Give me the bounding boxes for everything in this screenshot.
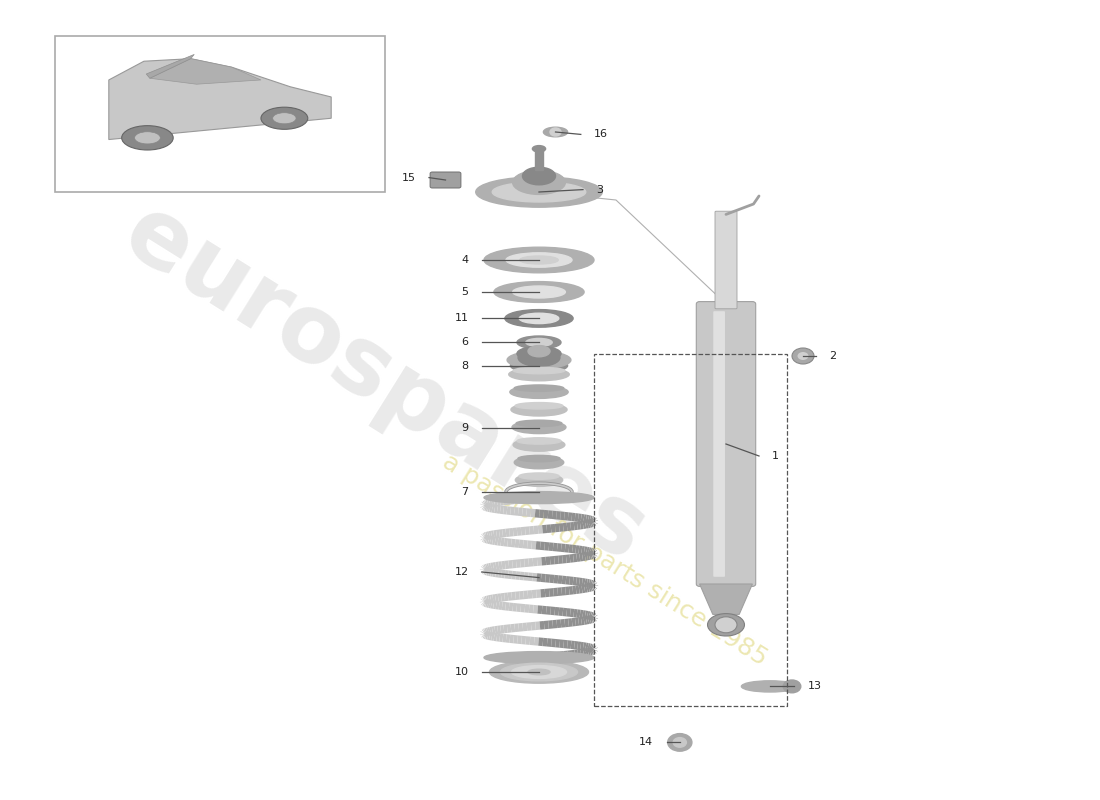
Ellipse shape xyxy=(526,338,552,346)
Text: 5: 5 xyxy=(462,287,469,297)
Text: 8: 8 xyxy=(462,361,469,370)
Ellipse shape xyxy=(522,167,556,185)
Ellipse shape xyxy=(515,402,563,409)
Ellipse shape xyxy=(514,385,564,391)
Text: 13: 13 xyxy=(807,682,822,691)
Ellipse shape xyxy=(510,358,568,373)
Ellipse shape xyxy=(741,681,799,692)
Bar xyxy=(594,354,786,706)
Ellipse shape xyxy=(507,351,571,369)
Text: 10: 10 xyxy=(454,667,469,677)
Ellipse shape xyxy=(273,113,296,124)
Text: 1: 1 xyxy=(772,451,779,461)
Ellipse shape xyxy=(509,386,568,398)
Ellipse shape xyxy=(512,421,566,434)
Ellipse shape xyxy=(543,127,568,137)
Ellipse shape xyxy=(505,310,573,327)
FancyBboxPatch shape xyxy=(696,302,756,586)
Ellipse shape xyxy=(528,346,550,357)
Text: 15: 15 xyxy=(402,173,416,182)
Text: 3: 3 xyxy=(596,185,603,194)
Ellipse shape xyxy=(510,403,568,416)
Ellipse shape xyxy=(484,651,594,664)
FancyBboxPatch shape xyxy=(430,172,461,188)
Text: 6: 6 xyxy=(462,338,469,347)
Ellipse shape xyxy=(517,438,561,444)
Circle shape xyxy=(550,128,561,136)
Ellipse shape xyxy=(528,669,550,675)
Polygon shape xyxy=(109,58,331,139)
Text: 12: 12 xyxy=(454,567,469,577)
Ellipse shape xyxy=(506,253,572,267)
Ellipse shape xyxy=(519,473,559,479)
Text: eurospares: eurospares xyxy=(108,186,662,582)
Ellipse shape xyxy=(519,314,559,323)
Polygon shape xyxy=(700,584,752,614)
Ellipse shape xyxy=(518,455,560,462)
Ellipse shape xyxy=(515,456,563,469)
Text: 9: 9 xyxy=(462,423,469,433)
Ellipse shape xyxy=(783,680,801,693)
Ellipse shape xyxy=(519,256,558,264)
Bar xyxy=(55,36,385,192)
Ellipse shape xyxy=(516,420,562,426)
Polygon shape xyxy=(150,58,261,84)
Ellipse shape xyxy=(484,247,594,273)
Circle shape xyxy=(792,348,814,364)
Ellipse shape xyxy=(513,286,565,298)
Text: 11: 11 xyxy=(454,314,469,323)
FancyBboxPatch shape xyxy=(713,311,725,577)
Ellipse shape xyxy=(515,474,563,486)
Ellipse shape xyxy=(512,666,566,678)
Text: 4: 4 xyxy=(462,255,469,265)
Ellipse shape xyxy=(673,738,686,747)
Ellipse shape xyxy=(134,132,161,144)
Text: a passion for parts since 1985: a passion for parts since 1985 xyxy=(438,450,772,670)
Ellipse shape xyxy=(490,661,588,683)
Ellipse shape xyxy=(122,126,173,150)
Circle shape xyxy=(715,617,737,633)
Ellipse shape xyxy=(518,349,560,366)
Bar xyxy=(535,150,543,170)
Ellipse shape xyxy=(668,734,692,751)
Text: 2: 2 xyxy=(829,351,836,361)
Ellipse shape xyxy=(500,663,578,681)
Circle shape xyxy=(798,352,808,360)
Ellipse shape xyxy=(517,346,561,361)
Ellipse shape xyxy=(707,614,745,636)
Ellipse shape xyxy=(514,367,564,374)
Ellipse shape xyxy=(484,491,594,504)
Ellipse shape xyxy=(517,336,561,349)
Text: 14: 14 xyxy=(639,738,653,747)
Ellipse shape xyxy=(508,368,570,381)
Polygon shape xyxy=(146,54,195,78)
Ellipse shape xyxy=(513,170,565,194)
Text: 16: 16 xyxy=(594,130,608,139)
Text: 7: 7 xyxy=(462,487,469,497)
Ellipse shape xyxy=(513,438,565,451)
Ellipse shape xyxy=(475,177,603,207)
FancyBboxPatch shape xyxy=(715,211,737,309)
Ellipse shape xyxy=(261,107,308,130)
Ellipse shape xyxy=(494,282,584,302)
Ellipse shape xyxy=(493,182,585,202)
Ellipse shape xyxy=(532,146,546,152)
